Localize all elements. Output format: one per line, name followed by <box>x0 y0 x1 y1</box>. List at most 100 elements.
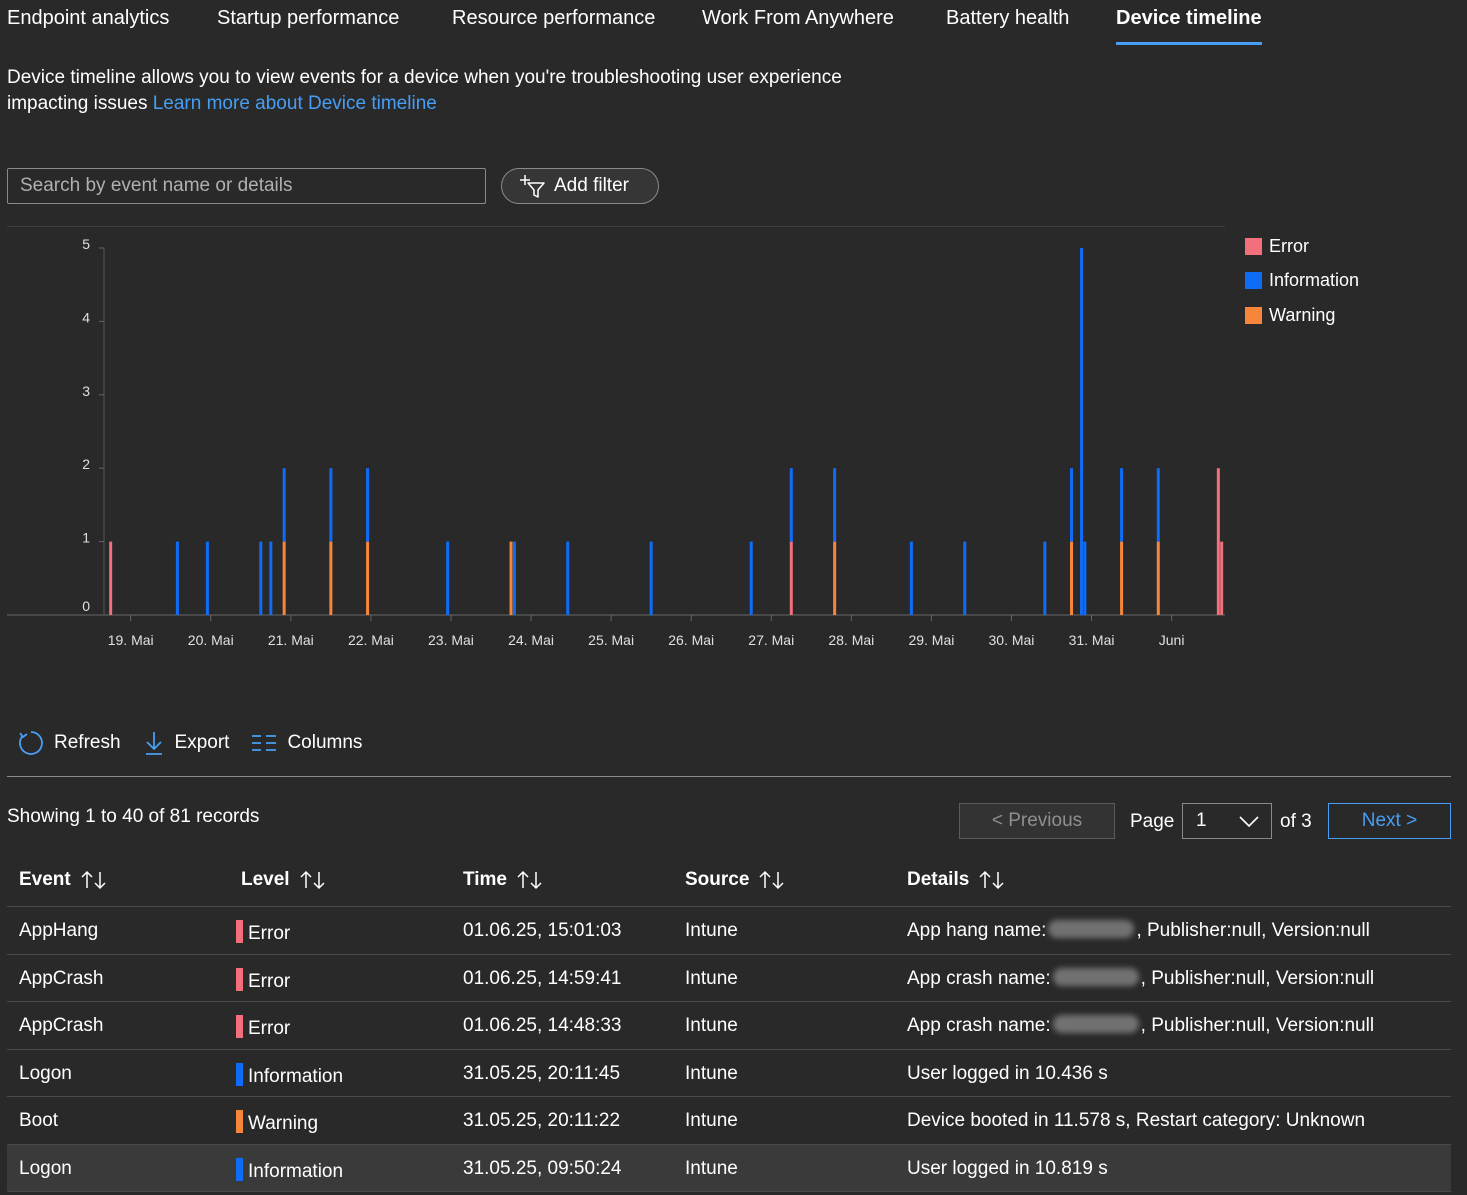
page-select[interactable]: 1 <box>1182 803 1272 839</box>
bar-information <box>789 468 793 542</box>
cell-source: Intune <box>685 920 738 941</box>
bar-information <box>366 468 370 542</box>
bar-information <box>1070 468 1074 542</box>
legend-item-warning[interactable]: Warning <box>1245 298 1359 333</box>
column-header-label: Time <box>463 869 508 890</box>
table-body: AppHang Error 01.06.25, 15:01:03 Intune App … <box>7 907 1451 1192</box>
cell-level: Information <box>236 1157 343 1183</box>
cell-event: AppCrash <box>19 967 104 989</box>
columns-icon <box>252 735 277 751</box>
legend-label-warning: Warning <box>1269 304 1336 325</box>
columns-button[interactable]: Columns <box>251 732 362 754</box>
table-header: Event Level Time Source Details <box>7 857 1451 907</box>
chart-top-border <box>7 226 1225 227</box>
x-tick-label: Juni <box>1159 632 1185 648</box>
x-tick-label: 23. Mai <box>428 632 474 648</box>
events-table: Event Level Time Source Details AppHang Error… <box>7 857 1451 1192</box>
description-text-line2: impacting issues <box>7 93 148 114</box>
legend-item-error[interactable]: Error <box>1245 229 1359 264</box>
toolbar-divider <box>7 776 1451 777</box>
sort-icon <box>300 870 325 890</box>
x-tick-label: 25. Mai <box>588 632 634 648</box>
cell-time: 01.06.25, 14:59:41 <box>463 967 622 989</box>
records-count: Showing 1 to 40 of 81 records <box>7 806 260 827</box>
column-header-source[interactable]: Source <box>685 869 785 891</box>
bar-information <box>963 541 967 615</box>
cell-time: 01.06.25, 15:01:03 <box>463 920 622 941</box>
bar-warning <box>282 541 286 615</box>
cell-details: User logged in 10.436 s <box>907 1062 1108 1084</box>
export-button[interactable]: Export <box>143 730 229 756</box>
previous-page-button[interactable]: < Previous <box>959 803 1115 839</box>
page-description: Device timeline allows you to view event… <box>7 65 907 117</box>
tab-bar: Endpoint analytics Startup performance R… <box>0 0 1467 46</box>
cell-event: Logon <box>19 1157 72 1179</box>
bar-information <box>175 541 179 615</box>
column-header-label: Level <box>241 869 290 890</box>
cell-event: AppHang <box>19 920 99 941</box>
bar-information <box>566 541 570 615</box>
table-row[interactable]: AppCrash Error 01.06.25, 14:59:41 Intune App… <box>7 955 1451 1002</box>
search-input[interactable] <box>7 168 486 204</box>
learn-more-link[interactable]: Learn more about Device timeline <box>152 93 437 114</box>
bar-information <box>833 468 837 542</box>
cell-level: Error <box>236 967 290 993</box>
level-indicator <box>236 1110 243 1133</box>
bar-error <box>109 541 113 615</box>
cell-details: Device booted in 11.578 s, Restart categ… <box>907 1110 1366 1131</box>
cell-event: Boot <box>19 1110 59 1131</box>
x-tick-label: 31. Mai <box>1069 632 1115 648</box>
tab-startup-performance[interactable]: Startup performance <box>217 7 400 29</box>
sort-icon <box>759 870 784 890</box>
column-header-label: Event <box>19 869 71 890</box>
cell-source: Intune <box>685 1015 738 1036</box>
redacted-text <box>1052 967 1139 986</box>
table-row[interactable]: Logon Information 31.05.25, 20:11:45 Intune… <box>7 1050 1451 1097</box>
cell-source: Intune <box>685 1157 738 1179</box>
legend-item-information[interactable]: Information <box>1245 264 1359 299</box>
legend-label-information: Information <box>1269 270 1360 291</box>
x-tick-label: 22. Mai <box>348 632 394 648</box>
table-row[interactable]: Boot Warning 31.05.25, 20:11:22 Intune Devic… <box>7 1097 1451 1145</box>
refresh-button[interactable]: Refresh <box>18 730 121 756</box>
column-header-level[interactable]: Level <box>241 869 326 891</box>
bar-information <box>512 541 516 615</box>
table-row[interactable]: AppHang Error 01.06.25, 15:01:03 Intune App … <box>7 907 1451 955</box>
bar-information <box>1120 468 1124 542</box>
table-row[interactable]: Logon Information 31.05.25, 09:50:24 Intune… <box>7 1144 1451 1192</box>
tab-work-from-anywhere[interactable]: Work From Anywhere <box>702 7 894 29</box>
tab-battery-health[interactable]: Battery health <box>946 7 1070 29</box>
level-indicator <box>236 967 243 991</box>
cell-source: Intune <box>685 967 738 989</box>
redacted-text <box>1048 920 1135 938</box>
legend-swatch-warning <box>1245 306 1262 324</box>
legend-label-error: Error <box>1269 235 1309 256</box>
next-page-button[interactable]: Next > <box>1328 803 1451 839</box>
cell-event: Logon <box>19 1062 72 1084</box>
level-indicator <box>236 1062 243 1086</box>
bar-information <box>259 541 263 615</box>
page-label: Page <box>1130 811 1175 832</box>
tab-endpoint-analytics[interactable]: Endpoint analytics <box>7 7 170 29</box>
add-filter-button[interactable]: Add filter <box>501 168 659 204</box>
table-row[interactable]: AppCrash Error 01.06.25, 14:48:33 Intune App… <box>7 1002 1451 1050</box>
bar-information <box>909 541 913 615</box>
bar-information <box>282 468 286 542</box>
cell-source: Intune <box>685 1110 738 1131</box>
bar-warning <box>366 541 370 615</box>
tab-device-timeline[interactable]: Device timeline <box>1116 7 1262 45</box>
bar-warning <box>1156 541 1160 615</box>
description-text-line1: Device timeline allows you to view event… <box>7 67 842 88</box>
chart-legend: Error Information Warning <box>1245 229 1359 333</box>
redacted-text <box>1052 1015 1139 1033</box>
column-header-event[interactable]: Event <box>19 869 107 891</box>
bar-warning <box>1070 541 1074 615</box>
column-header-time[interactable]: Time <box>463 869 543 891</box>
x-tick-label: 29. Mai <box>908 632 954 648</box>
add-filter-label: Add filter <box>554 175 629 196</box>
tab-resource-performance[interactable]: Resource performance <box>452 7 656 29</box>
column-header-label: Details <box>907 869 970 890</box>
chevron-down-icon <box>1239 816 1259 828</box>
cell-time: 31.05.25, 20:11:22 <box>463 1110 621 1131</box>
column-header-details[interactable]: Details <box>907 869 1005 891</box>
